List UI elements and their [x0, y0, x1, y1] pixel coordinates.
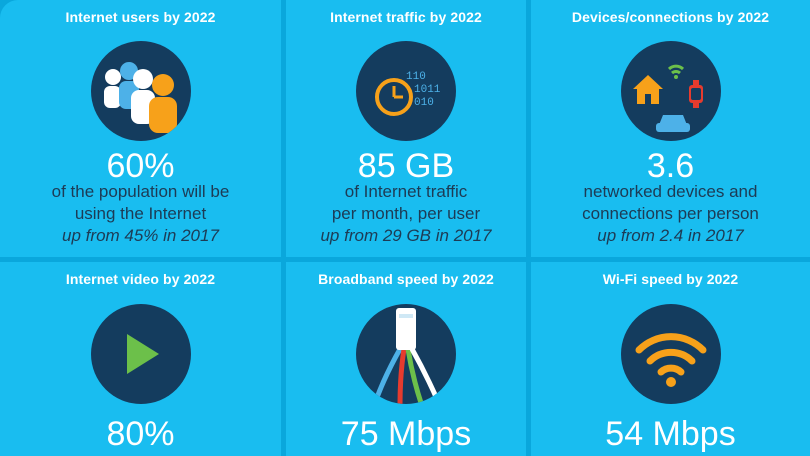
- tile-wifi-speed: Wi-Fi speed by 2022 54 Mbps: [531, 262, 810, 456]
- desc-change: up from 29 GB in 2017: [320, 226, 492, 245]
- tile-devices-connections: Devices/connections by 2022 3.6 networke…: [531, 0, 810, 257]
- tile-title: Devices/connections by 2022: [571, 9, 770, 25]
- desc-change: up from 2.4 in 2017: [597, 226, 744, 245]
- tile-value: 75 Mbps: [340, 415, 472, 453]
- tile-internet-traffic: Internet traffic by 2022 110 1011 010 85…: [286, 0, 526, 257]
- desc-line: per month, per user: [331, 204, 481, 223]
- tile-value: 80%: [106, 415, 175, 453]
- tile-description: of Internet traffic per month, per user …: [286, 181, 526, 247]
- tile-value: 3.6: [646, 147, 695, 185]
- tile-title: Internet users by 2022: [65, 9, 216, 25]
- desc-line: of Internet traffic: [344, 182, 468, 201]
- tile-broadband-speed: Broadband speed by 2022 75 Mbps: [286, 262, 526, 456]
- tile-title: Wi-Fi speed by 2022: [602, 271, 739, 287]
- wifi-icon: [620, 304, 721, 404]
- connected-devices-icon: [620, 41, 721, 141]
- tile-value: 60%: [106, 147, 175, 185]
- clock-binary-icon: 110 1011 010: [356, 41, 456, 141]
- tile-title: Broadband speed by 2022: [318, 271, 494, 287]
- binary-digits: 010: [414, 97, 434, 109]
- binary-digits: 110: [406, 71, 426, 83]
- tile-description: of the population will be using the Inte…: [0, 181, 281, 247]
- tile-value: 54 Mbps: [605, 415, 736, 453]
- tile-description: networked devices and connections per pe…: [531, 181, 810, 247]
- desc-line: networked devices and: [583, 182, 758, 201]
- play-icon: [90, 304, 191, 404]
- cable-icon: [356, 304, 456, 404]
- tile-value: 85 GB: [357, 147, 455, 185]
- binary-digits: 1011: [414, 84, 441, 96]
- tile-title: Internet video by 2022: [65, 271, 216, 287]
- tile-internet-users: Internet users by 2022 60% of the popula…: [0, 0, 281, 257]
- desc-line: of the population will be: [51, 182, 230, 201]
- desc-change: up from 45% in 2017: [62, 226, 219, 245]
- tile-internet-video: Internet video by 2022 80%: [0, 262, 281, 456]
- desc-line: using the Internet: [74, 204, 207, 223]
- desc-line: connections per person: [582, 204, 759, 223]
- tile-title: Internet traffic by 2022: [330, 9, 482, 25]
- people-icon: [90, 41, 191, 141]
